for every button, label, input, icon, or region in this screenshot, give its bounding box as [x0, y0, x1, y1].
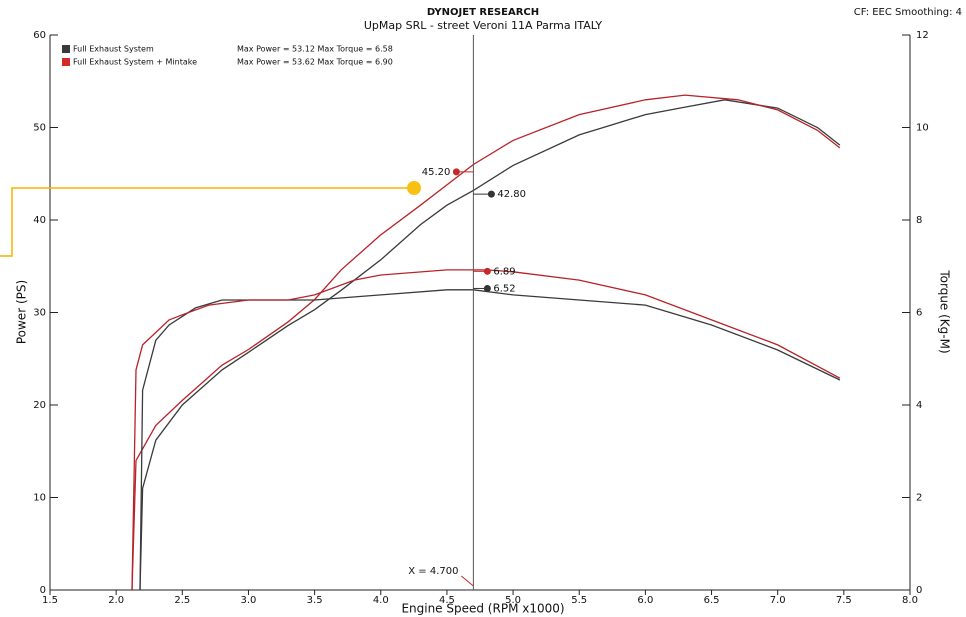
legend-note: Max Power = 53.62 Max Torque = 6.90	[237, 58, 393, 67]
readout-label: 45.20	[422, 167, 451, 178]
x-tick-label: 7.5	[836, 595, 852, 606]
y-tick-label: 20	[33, 400, 46, 411]
x-tick-label: 7.0	[770, 595, 786, 606]
x-tick-label: 4.5	[439, 595, 455, 606]
series-line	[131, 269, 841, 591]
readout-label: 6.52	[493, 283, 515, 294]
x-tick-label: 6.0	[637, 595, 653, 606]
x-tick-label: 4.0	[373, 595, 389, 606]
x-tick-label: 5.5	[571, 595, 587, 606]
series-line	[139, 99, 841, 591]
legend-swatch	[62, 45, 70, 53]
readout-label: 42.80	[497, 189, 526, 200]
readout-dot	[483, 284, 491, 292]
chart-title: DYNOJET RESEARCH	[427, 7, 539, 18]
y-tick-label: 50	[33, 123, 46, 134]
x-tick-label: 1.5	[42, 595, 58, 606]
legend-label: Full Exhaust System + Mintake	[73, 58, 197, 67]
series-line	[131, 94, 841, 591]
y2-tick-label: 0	[916, 585, 922, 596]
y2-tick-label: 4	[916, 400, 922, 411]
x-tick-label: 3.0	[241, 595, 257, 606]
readout-label: 6.89	[493, 266, 515, 277]
y2-tick-label: 10	[916, 123, 929, 134]
x-tick-label: 3.5	[307, 595, 323, 606]
legend-note: Max Power = 53.12 Max Torque = 6.58	[237, 45, 393, 54]
y2-tick-label: 8	[916, 215, 922, 226]
y2-tick-label: 6	[916, 308, 922, 319]
cursor-pointer	[461, 575, 474, 587]
pointer-line	[0, 187, 414, 257]
y-tick-label: 0	[40, 585, 46, 596]
x-tick-label: 2.5	[174, 595, 190, 606]
readout-dot	[452, 168, 460, 176]
series-line	[139, 289, 841, 591]
x-axis-label: Engine Speed (RPM x1000)	[401, 602, 564, 616]
y-axis-label: Power (PS)	[15, 280, 29, 344]
chart-subtitle: UpMap SRL - street Veroni 11A Parma ITAL…	[364, 19, 603, 32]
legend-label: Full Exhaust System	[73, 45, 154, 54]
x-tick-label: 2.0	[108, 595, 124, 606]
x-tick-label: 5.0	[505, 595, 521, 606]
y2-axis-label: Torque (Kg-M)	[938, 269, 952, 353]
y2-tick-label: 12	[916, 30, 929, 41]
cursor-label: X = 4.700	[408, 566, 458, 577]
readout-dot	[483, 267, 491, 275]
y-tick-label: 40	[33, 215, 46, 226]
x-tick-label: 8.0	[902, 595, 918, 606]
readout-dot	[487, 190, 495, 198]
corner-note: CF: EEC Smoothing: 4	[854, 7, 962, 18]
x-tick-label: 6.5	[704, 595, 720, 606]
pointer-dot[interactable]	[407, 181, 421, 195]
y-tick-label: 30	[33, 308, 46, 319]
y-tick-label: 10	[33, 493, 46, 504]
y-tick-label: 60	[33, 30, 46, 41]
y2-tick-label: 2	[916, 493, 922, 504]
legend-swatch	[62, 58, 70, 66]
